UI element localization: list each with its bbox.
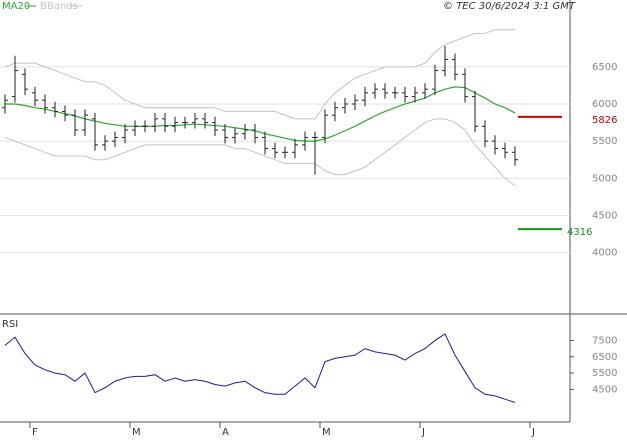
ma-line <box>5 86 516 142</box>
source: © TEC 30/6/2024 3:1 GMT <box>443 1 576 12</box>
x-tick-label: F <box>32 427 38 438</box>
y-tick-label: 6000 <box>592 99 617 110</box>
y-tick-label: 5000 <box>592 173 617 184</box>
x-tick-label: J <box>531 427 535 438</box>
legend-label: BBands <box>40 1 78 12</box>
y-tick-label: 4000 <box>592 248 617 259</box>
x-tick-label: M <box>132 427 141 438</box>
y-tick-label: 6500 <box>592 352 617 363</box>
level-label: 5826 <box>592 115 617 126</box>
y-tick-label: 4500 <box>592 210 617 221</box>
y-tick-label: 6500 <box>592 62 617 73</box>
y-tick-label: 4500 <box>592 384 617 395</box>
level-label: 4316 <box>567 227 592 238</box>
rsi-line <box>4 333 516 403</box>
y-tick-label: 5500 <box>592 368 617 379</box>
y-tick-label: 7500 <box>592 335 617 346</box>
legend-label: MA20 <box>2 1 30 12</box>
panel-title: RSI <box>2 319 18 330</box>
y-tick-label: 5500 <box>592 136 617 147</box>
x-tick-label: M <box>322 427 331 438</box>
band-lower <box>4 118 516 187</box>
band-upper <box>4 29 515 120</box>
x-tick-label: J <box>421 427 425 438</box>
x-tick-label: A <box>222 427 229 438</box>
